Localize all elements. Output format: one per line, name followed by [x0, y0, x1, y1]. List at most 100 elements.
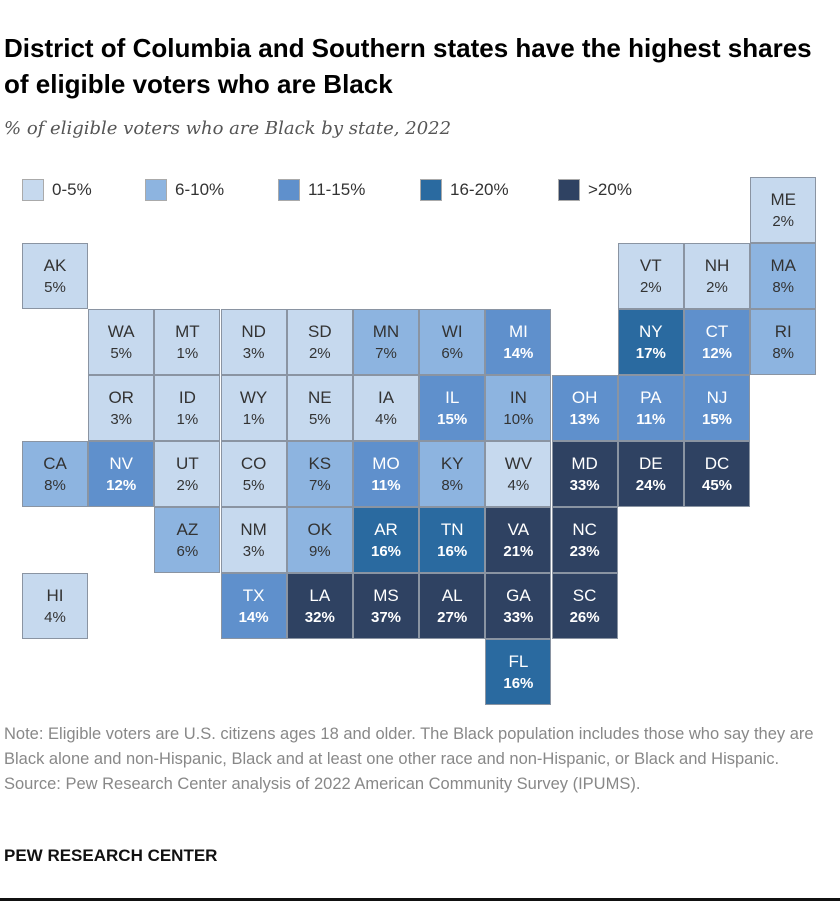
state-tile-de: DE 24% [617, 441, 684, 507]
state-abbr: NE [307, 388, 332, 407]
chart-title: District of Columbia and Southern states… [4, 33, 812, 99]
legend-item: 6-10% [145, 179, 224, 201]
state-value: 21% [503, 543, 534, 560]
state-value: 2% [308, 345, 331, 362]
state-tile-ks: KS 7% [286, 441, 353, 507]
legend-item: 11-15% [278, 179, 365, 201]
state-value: 37% [370, 609, 402, 626]
state-value: 2% [772, 213, 795, 230]
state-abbr: MS [373, 586, 399, 605]
state-abbr: MO [372, 454, 400, 473]
state-abbr: WI [441, 322, 463, 341]
state-abbr: AK [43, 256, 67, 275]
state-value: 2% [639, 279, 662, 296]
state-abbr: KY [440, 454, 464, 473]
state-value: 2% [176, 477, 199, 494]
state-value: 8% [441, 477, 464, 494]
state-tile-nv: NV 12% [88, 441, 155, 507]
state-value: 5% [110, 345, 133, 362]
note-text: Note: Eligible voters are U.S. citizens … [4, 725, 814, 768]
state-tile-ny: NY 17% [617, 309, 684, 375]
state-abbr: RI [774, 322, 792, 341]
state-tile-md: MD 33% [551, 441, 618, 507]
note: Note: Eligible voters are U.S. citizens … [4, 722, 836, 797]
state-value: 16% [503, 675, 534, 692]
state-value: 8% [772, 279, 795, 296]
state-tile-nm: NM 3% [220, 507, 287, 573]
state-tile-va: VA 21% [485, 507, 552, 573]
legend-label: >20% [588, 180, 632, 199]
brand-logo-text: PEW RESEARCH CENTER [4, 846, 218, 865]
chart-subtitle: % of eligible voters who are Black by st… [4, 118, 452, 139]
state-tile-or: OR 3% [88, 375, 155, 441]
state-tile-id: ID 1% [154, 375, 221, 441]
state-abbr: CO [240, 454, 267, 473]
state-tile-nc: NC 23% [551, 507, 618, 573]
state-value: 33% [503, 609, 534, 626]
state-tile-ut: UT 2% [154, 441, 221, 507]
state-abbr: MN [372, 322, 400, 341]
state-abbr: NH [704, 256, 730, 275]
state-tile-la: LA 32% [286, 573, 353, 639]
state-tile-oh: OH 13% [551, 375, 618, 441]
state-value: 12% [106, 477, 137, 494]
state-tile-tn: TN 16% [419, 507, 486, 573]
state-abbr: TX [242, 586, 265, 605]
state-tile-mo: MO 11% [353, 441, 419, 507]
state-value: 2% [706, 279, 728, 296]
legend-label: 11-15% [308, 180, 366, 199]
state-tile-wi: WI 6% [419, 309, 486, 375]
state-value: 9% [308, 543, 331, 560]
state-abbr: PA [640, 388, 662, 407]
state-abbr: GA [506, 586, 531, 605]
state-abbr: AR [374, 520, 398, 539]
state-tile-wa: WA 5% [88, 309, 155, 375]
state-tile-tx: TX 14% [220, 573, 287, 639]
state-value: 14% [238, 609, 269, 626]
state-abbr: IN [509, 388, 527, 407]
state-value: 4% [507, 477, 530, 494]
state-value: 5% [242, 477, 265, 494]
state-abbr: MD [571, 454, 598, 473]
state-abbr: HI [46, 586, 64, 605]
state-abbr: NV [109, 454, 133, 473]
state-value: 5% [308, 411, 331, 428]
legend-swatch [278, 179, 300, 201]
state-value: 24% [635, 477, 666, 494]
state-abbr: NM [240, 520, 267, 539]
state-tile-ga: GA 33% [485, 573, 552, 639]
state-tile-nh: NH 2% [684, 243, 750, 309]
legend-swatch [145, 179, 167, 201]
state-tile-ar: AR 16% [353, 507, 419, 573]
state-abbr: ID [178, 388, 196, 407]
state-value: 4% [375, 411, 397, 428]
state-tile-hi: HI 4% [22, 573, 88, 639]
state-abbr: VT [639, 256, 662, 275]
state-value: 6% [176, 543, 199, 560]
state-value: 17% [635, 345, 666, 362]
state-abbr: VA [507, 520, 530, 539]
state-tile-mn: MN 7% [353, 309, 419, 375]
state-abbr: SC [572, 586, 597, 605]
state-abbr: TN [440, 520, 464, 539]
legend-swatch [558, 179, 580, 201]
bottom-rule [0, 898, 840, 901]
state-value: 3% [242, 543, 265, 560]
legend-item: >20% [558, 179, 632, 201]
state-tile-ri: RI 8% [750, 309, 817, 375]
state-abbr: AZ [176, 520, 199, 539]
state-abbr: UT [176, 454, 199, 473]
state-tile-in: IN 10% [485, 375, 552, 441]
state-value: 15% [701, 411, 733, 428]
state-tile-mt: MT 1% [154, 309, 221, 375]
state-value: 1% [176, 345, 199, 362]
state-abbr: OK [307, 520, 333, 539]
state-abbr: FL [508, 652, 529, 671]
state-abbr: SD [307, 322, 332, 341]
state-tile-ma: MA 8% [750, 243, 817, 309]
state-abbr: DC [704, 454, 730, 473]
state-tile-co: CO 5% [220, 441, 287, 507]
state-tile-vt: VT 2% [617, 243, 684, 309]
state-value: 3% [242, 345, 265, 362]
